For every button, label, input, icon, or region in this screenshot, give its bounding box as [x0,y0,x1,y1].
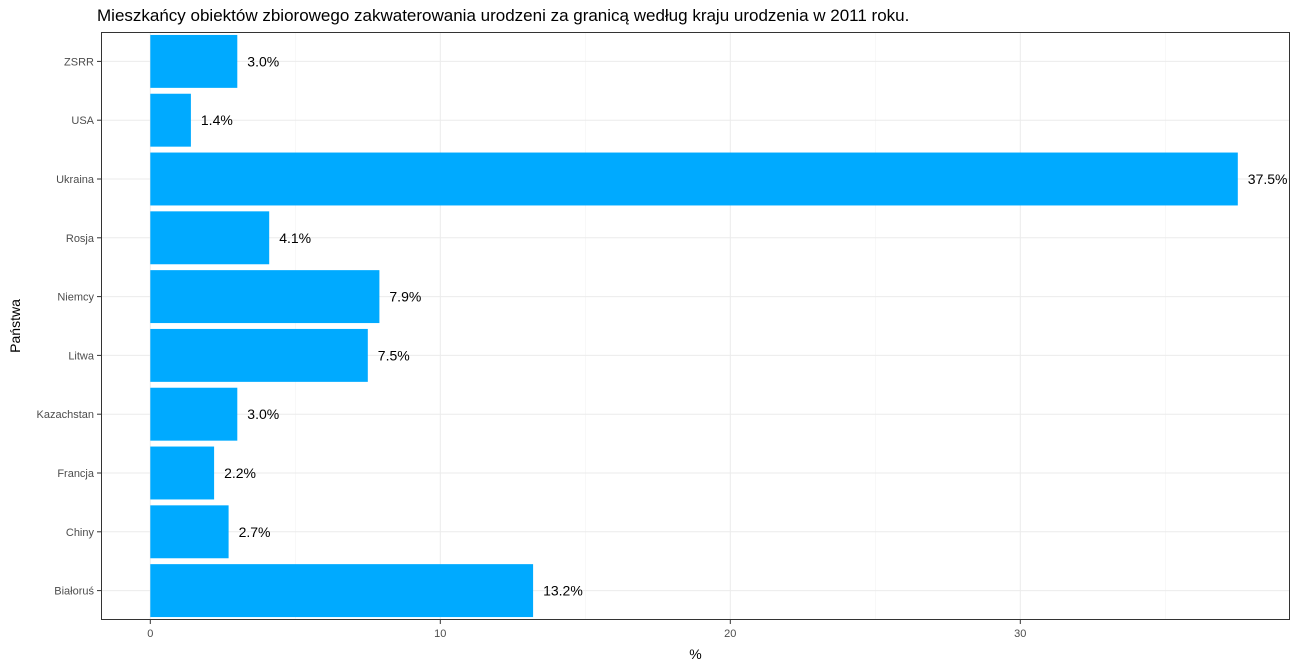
data-label: 7.5% [378,347,410,363]
y-tick-label: Niemcy [57,292,94,304]
y-tick-label: Białoruś [54,586,94,598]
y-tick-label: Rosja [66,233,95,245]
y-tick-label: Chiny [66,527,95,539]
y-tick-label: USA [71,115,94,127]
bar-niemcy [150,270,380,324]
data-label: 3.0% [247,406,279,422]
bar-rosja [150,211,270,265]
data-label: 1.4% [201,112,233,128]
x-tick-label: 10 [434,628,446,640]
data-label: 13.2% [543,583,583,599]
data-label: 7.9% [389,289,421,305]
data-labels: 13.2% 2.7% 2.2% 3.0% 7.5% 7.9% 4.1% 37.5% 1.4% 3.… [201,53,1288,598]
panel-border [101,32,1290,620]
bar-kazachstan [150,387,238,441]
y-tick-label: Litwa [68,350,95,362]
x-axis-ticks: 0 10 20 30 [147,620,1026,640]
bar-francja [150,446,215,500]
y-tick-label: Kazachstan [37,409,94,421]
bar-usa [150,93,191,147]
data-label: 37.5% [1248,171,1288,187]
bar-zsrr [150,34,238,88]
data-label: 2.7% [239,524,271,540]
bar-ukraina [150,152,1238,206]
x-tick-label: 20 [724,628,736,640]
data-label: 3.0% [247,53,279,69]
major-gridlines [101,32,1290,620]
y-axis-title: Państwa [7,299,23,353]
y-tick-label: Ukraina [56,174,95,186]
data-label: 2.2% [224,465,256,481]
y-tick-label: Francja [57,468,95,480]
y-axis-ticks: Białoruś Chiny Francja Kazachstan Litwa Niemc… [37,56,101,598]
bar-litwa [150,328,368,382]
data-label: 4.1% [279,230,311,246]
bar-chiny [150,505,229,559]
x-axis-title: % [689,646,701,662]
x-tick-label: 30 [1014,628,1026,640]
y-tick-label: ZSRR [64,56,94,68]
bar-białoruś [150,564,534,618]
chart-title: Mieszkańcy obiektów zbiorowego zakwatero… [97,6,910,25]
bars [150,34,1238,618]
minor-gridlines [294,32,1166,620]
x-tick-label: 0 [147,628,153,640]
